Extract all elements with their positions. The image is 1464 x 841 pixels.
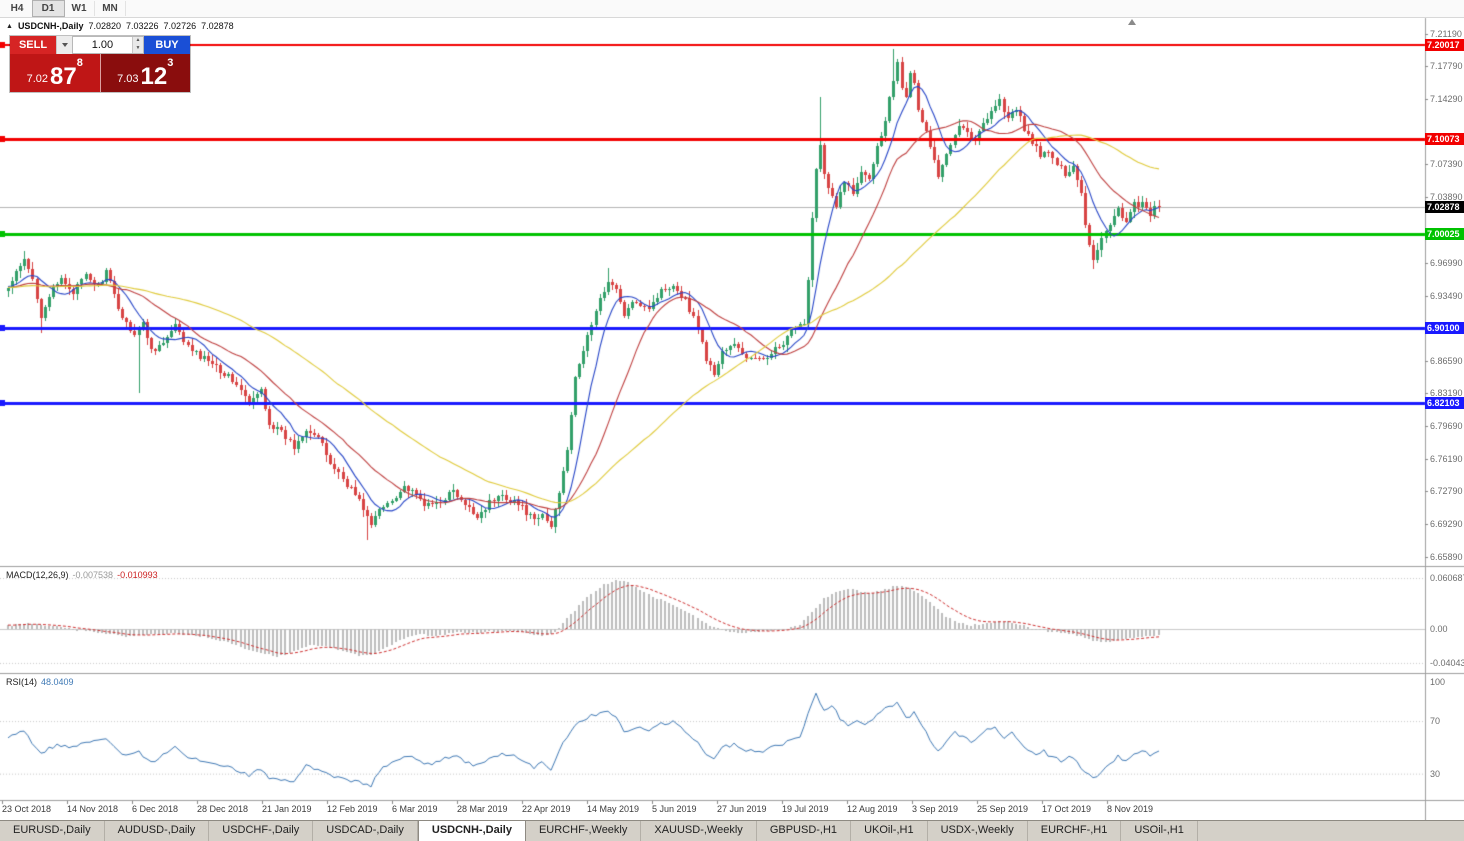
timeframe-button-h4[interactable]: H4 [2,1,33,16]
timeframe-button-d1[interactable]: D1 [32,0,65,17]
price-level-tag: 7.10073 [1425,133,1464,145]
rsi-axis-label: 70 [1430,716,1441,726]
timeframe-button-mn[interactable]: MN [95,1,126,16]
bid-price: 7.02 87 8 [10,54,100,92]
trading-panel-top-row: SELL ▲ ▼ BUY [10,36,190,54]
chart-tab[interactable]: EURCHF-,Weekly [526,821,642,841]
date-label: 25 Sep 2019 [977,804,1029,814]
date-label: 8 Nov 2019 [1107,804,1154,814]
price-axis[interactable]: 7.21190 7.17790 7.14290 7.07390 7.03890 6.969… [1425,0,1464,821]
current-price-tag: 7.02878 [1425,201,1464,213]
chart-tab-bar: EURUSD-,Daily AUDUSD-,Daily USDCHF-,Daily U… [0,820,1464,841]
date-label: 23 Oct 2018 [2,804,52,814]
date-label: 28 Mar 2019 [457,804,508,814]
date-label: 14 Nov 2018 [67,804,119,814]
scroll-anchor-icon[interactable] [1128,19,1136,25]
rsi-axis-label: 100 [1430,677,1446,687]
date-label: 12 Aug 2019 [847,804,898,814]
chart-tab[interactable]: XAUUSD-,Weekly [641,821,757,841]
price-level-tag: 7.20017 [1425,39,1464,51]
volume-increase-button[interactable]: ▲ [132,37,143,45]
price-tick-label: 6.86590 [1430,356,1463,366]
ask-price-prefix: 7.03 [117,73,139,85]
date-label: 12 Feb 2019 [327,804,378,814]
price-tick-label: 6.69290 [1430,519,1463,529]
price-tick-label: 7.14290 [1430,94,1463,104]
ask-price-big-digits: 12 [140,63,168,90]
price-tick-label: 7.21190 [1430,29,1462,39]
price-tick-label: 6.65890 [1430,552,1463,562]
date-label: 6 Mar 2019 [392,804,438,814]
chart-tab[interactable]: USOil-,H1 [1121,821,1198,841]
price-tick-label: 6.72790 [1430,486,1463,496]
ask-price-pip-digit: 3 [167,57,174,69]
price-tick-label: 7.03890 [1430,192,1463,202]
price-tick-label: 7.17790 [1430,61,1463,71]
macd-axis-label: 0.00 [1430,624,1448,634]
volume-field: ▲ ▼ [72,36,144,54]
chart-tab[interactable]: USDX-,Weekly [928,821,1028,841]
timeframe-button-w1[interactable]: W1 [64,1,95,16]
timeframe-toolbar: H4 D1 W1 MN [0,0,1464,18]
chart-tab[interactable]: EURCHF-,H1 [1028,821,1122,841]
one-click-trading-panel: SELL ▲ ▼ BUY 7.02 87 8 [10,36,190,92]
date-label: 22 Apr 2019 [522,804,571,814]
volume-decrease-button[interactable]: ▼ [132,45,143,53]
date-label: 21 Jan 2019 [262,804,312,814]
time-axis[interactable]: 23 Oct 2018 14 Nov 2018 6 Dec 2018 28 Dec 2… [0,801,1425,821]
bid-price-button[interactable]: 7.02 87 8 [10,54,100,92]
price-tick-label: 6.83190 [1430,388,1463,398]
date-label: 6 Dec 2018 [132,804,179,814]
volume-spinner: ▲ ▼ [131,37,143,53]
volume-input[interactable] [73,37,132,53]
price-tick-label: 7.07390 [1430,159,1463,169]
date-label: 5 Jun 2019 [652,804,697,814]
date-label: 14 May 2019 [587,804,640,814]
chart-tab[interactable]: USDCHF-,Daily [209,821,314,841]
chart-tab[interactable]: UKOil-,H1 [851,821,928,841]
date-label: 19 Jul 2019 [782,804,829,814]
sell-button[interactable]: SELL [10,36,56,54]
ask-price-button[interactable]: 7.03 12 3 [99,54,191,92]
bid-price-prefix: 7.02 [26,73,49,85]
bid-price-pip-digit: 8 [76,57,83,69]
price-level-tag: 6.90100 [1425,322,1464,334]
buy-button[interactable]: BUY [144,36,190,54]
chart-tab[interactable]: USDCAD-,Daily [313,821,418,841]
volume-dropdown-button[interactable] [56,36,72,54]
date-label: 27 Jun 2019 [717,804,767,814]
price-tick-label: 6.79690 [1430,421,1463,431]
macd-axis-label: 0.060687 [1430,573,1464,583]
rsi-axis-label: 30 [1430,769,1441,779]
price-level-tag: 7.00025 [1425,228,1464,240]
price-tick-label: 6.96990 [1430,258,1463,268]
price-level-tag: 6.82103 [1425,397,1464,409]
chart-tab[interactable]: AUDUSD-,Daily [105,821,210,841]
bid-price-big-digits: 87 [50,63,77,90]
date-label: 17 Oct 2019 [1042,804,1092,814]
chart-tab[interactable]: EURUSD-,Daily [0,821,105,841]
chevron-down-icon [61,43,68,47]
chart-tab[interactable]: USDCNH-,Daily [417,821,526,841]
macd-axis-label: -0.040433 [1430,658,1464,668]
price-chart-canvas[interactable] [0,0,1464,821]
trading-panel-prices: 7.02 87 8 7.03 12 3 [10,54,190,92]
price-tick-label: 6.93490 [1430,291,1463,301]
price-tick-label: 6.76190 [1430,454,1463,464]
date-label: 28 Dec 2018 [197,804,249,814]
date-label: 3 Sep 2019 [912,804,959,814]
chart-tab[interactable]: GBPUSD-,H1 [757,821,852,841]
ask-price: 7.03 12 3 [101,54,191,92]
